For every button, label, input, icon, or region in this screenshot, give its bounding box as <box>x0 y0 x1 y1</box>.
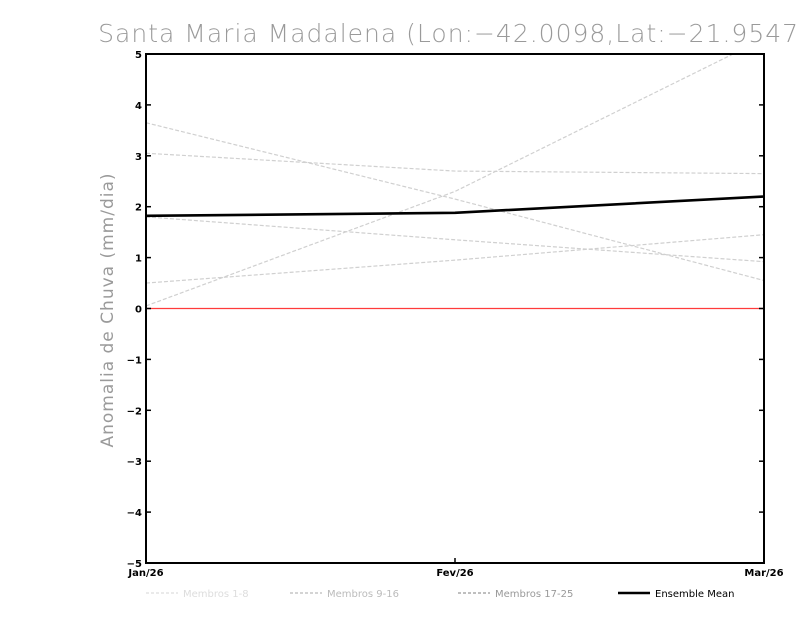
member-line-5 <box>146 234 764 284</box>
member-line-3 <box>146 152 764 175</box>
y-tick-label: 3 <box>135 152 142 163</box>
chart-title: Santa Maria Madalena (Lon:−42.0098,Lat:−… <box>98 19 800 48</box>
legend: Membros 1-8 Membros 9-16 Membros 17-25 Ense… <box>146 589 734 600</box>
y-tick-label: −3 <box>127 457 142 468</box>
y-tick-label: 0 <box>135 305 142 316</box>
y-tick-label: 1 <box>135 254 142 265</box>
legend-label: Membros 1-8 <box>183 589 249 600</box>
member-line-1 <box>146 122 764 282</box>
x-tick-label: Fev/26 <box>436 568 473 579</box>
x-tick-label: Jan/26 <box>127 568 163 579</box>
member-line-2 <box>146 54 735 307</box>
series-line-ensemble-mean <box>146 195 764 218</box>
y-tick-label: −2 <box>127 406 142 417</box>
plot-area: −5 −4 −3 −2 −1 0 1 2 3 4 5 Jan/26 Fev/26 Mar/26 <box>127 50 784 579</box>
y-tick-label: −1 <box>127 355 142 366</box>
y-axis-label: Anomalia de Chuva (mm/dia) <box>98 172 118 447</box>
y-tick-label: 4 <box>135 101 142 112</box>
member-line-4 <box>146 216 764 263</box>
legend-label: Membros 9-16 <box>327 589 399 600</box>
y-tick-label: −5 <box>127 559 142 570</box>
legend-label: Membros 17-25 <box>495 589 573 600</box>
x-tick-label: Mar/26 <box>744 568 783 579</box>
y-tick-label: −4 <box>127 508 142 519</box>
y-tick-label: 2 <box>135 203 142 214</box>
legend-label: Ensemble Mean <box>655 589 734 600</box>
y-tick-label: 5 <box>135 50 142 61</box>
